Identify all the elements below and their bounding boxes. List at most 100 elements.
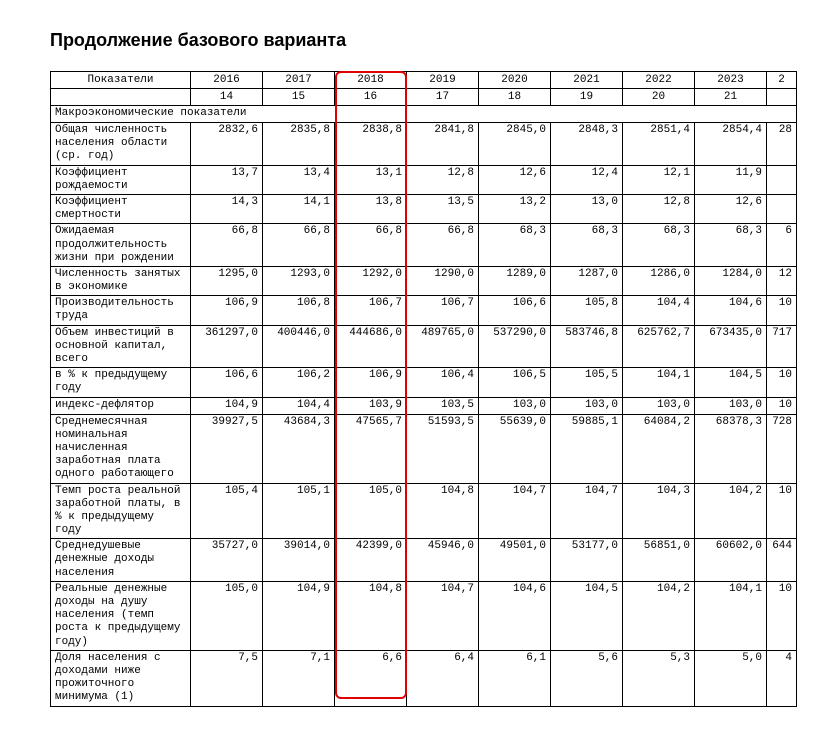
cell: 14,1 xyxy=(263,194,335,223)
cell-partial: 10 xyxy=(767,483,797,539)
row-label: Производительность труда xyxy=(51,296,191,325)
table-row: Доля населения с доходами ниже прожиточн… xyxy=(51,650,797,706)
cell: 55639,0 xyxy=(479,414,551,483)
cell: 583746,8 xyxy=(551,325,623,368)
cell: 104,9 xyxy=(263,581,335,650)
row-label: Коэффициент рождаемости xyxy=(51,165,191,194)
cell: 2851,4 xyxy=(623,123,695,166)
row-label: Среднемесячная номинальная начисленная з… xyxy=(51,414,191,483)
cell: 103,0 xyxy=(695,397,767,414)
header-colnum: 16 xyxy=(335,89,407,106)
cell: 68,3 xyxy=(479,224,551,267)
section-header: Макроэкономические показатели xyxy=(51,106,797,123)
cell: 625762,7 xyxy=(623,325,695,368)
row-label: Объем инвестиций в основной капитал, все… xyxy=(51,325,191,368)
cell: 5,0 xyxy=(695,650,767,706)
cell: 104,1 xyxy=(695,581,767,650)
cell: 106,5 xyxy=(479,368,551,397)
cell-partial xyxy=(767,194,797,223)
cell: 66,8 xyxy=(191,224,263,267)
cell: 43684,3 xyxy=(263,414,335,483)
header-colnum: 14 xyxy=(191,89,263,106)
cell: 444686,0 xyxy=(335,325,407,368)
cell: 1295,0 xyxy=(191,266,263,295)
header-year: 2019 xyxy=(407,72,479,89)
cell: 1289,0 xyxy=(479,266,551,295)
cell: 2845,0 xyxy=(479,123,551,166)
cell: 6,4 xyxy=(407,650,479,706)
cell-partial: 28 xyxy=(767,123,797,166)
cell: 104,4 xyxy=(623,296,695,325)
row-label: Коэффициент смертности xyxy=(51,194,191,223)
header-empty xyxy=(51,89,191,106)
cell: 12,4 xyxy=(551,165,623,194)
cell: 104,9 xyxy=(191,397,263,414)
cell: 39014,0 xyxy=(263,539,335,582)
cell: 66,8 xyxy=(407,224,479,267)
header-year: 2016 xyxy=(191,72,263,89)
cell: 2835,8 xyxy=(263,123,335,166)
header-year-partial: 2 xyxy=(767,72,797,89)
cell: 13,4 xyxy=(263,165,335,194)
cell: 103,9 xyxy=(335,397,407,414)
cell: 1284,0 xyxy=(695,266,767,295)
cell: 106,2 xyxy=(263,368,335,397)
cell: 13,1 xyxy=(335,165,407,194)
cell: 106,7 xyxy=(335,296,407,325)
table-row: Среднемесячная номинальная начисленная з… xyxy=(51,414,797,483)
header-empty xyxy=(767,89,797,106)
cell: 673435,0 xyxy=(695,325,767,368)
cell: 66,8 xyxy=(263,224,335,267)
cell-partial: 717 xyxy=(767,325,797,368)
cell: 104,5 xyxy=(551,581,623,650)
table-row: индекс-дефлятор104,9104,4103,9103,5103,0… xyxy=(51,397,797,414)
cell: 104,6 xyxy=(695,296,767,325)
table-row: Производительность труда106,9106,8106,71… xyxy=(51,296,797,325)
row-label: Ожидаемая продолжительность жизни при ро… xyxy=(51,224,191,267)
cell: 59885,1 xyxy=(551,414,623,483)
cell: 66,8 xyxy=(335,224,407,267)
table-row: Численность занятых в экономике1295,0129… xyxy=(51,266,797,295)
cell: 104,6 xyxy=(479,581,551,650)
cell: 537290,0 xyxy=(479,325,551,368)
cell: 104,8 xyxy=(407,483,479,539)
table-row: Темп роста реальной заработной платы, в … xyxy=(51,483,797,539)
cell: 103,0 xyxy=(551,397,623,414)
header-colnum: 17 xyxy=(407,89,479,106)
cell: 1293,0 xyxy=(263,266,335,295)
cell: 105,0 xyxy=(335,483,407,539)
cell-partial: 12 xyxy=(767,266,797,295)
cell: 13,7 xyxy=(191,165,263,194)
cell: 13,0 xyxy=(551,194,623,223)
header-year: 2021 xyxy=(551,72,623,89)
cell: 7,1 xyxy=(263,650,335,706)
row-label: Среднедушевые денежные доходы населения xyxy=(51,539,191,582)
header-label: Показатели xyxy=(51,72,191,89)
cell: 68378,3 xyxy=(695,414,767,483)
cell: 106,9 xyxy=(191,296,263,325)
cell: 104,8 xyxy=(335,581,407,650)
cell: 13,5 xyxy=(407,194,479,223)
cell: 2838,8 xyxy=(335,123,407,166)
cell: 49501,0 xyxy=(479,539,551,582)
cell: 2848,3 xyxy=(551,123,623,166)
row-label: Реальные денежные доходы на душу населен… xyxy=(51,581,191,650)
header-colnum: 20 xyxy=(623,89,695,106)
cell: 60602,0 xyxy=(695,539,767,582)
cell: 103,0 xyxy=(623,397,695,414)
cell: 1286,0 xyxy=(623,266,695,295)
header-colnum: 18 xyxy=(479,89,551,106)
cell: 106,7 xyxy=(407,296,479,325)
cell-partial xyxy=(767,165,797,194)
header-year: 2020 xyxy=(479,72,551,89)
cell: 104,7 xyxy=(551,483,623,539)
cell: 1290,0 xyxy=(407,266,479,295)
row-label: в % к предыдущему году xyxy=(51,368,191,397)
cell: 104,4 xyxy=(263,397,335,414)
row-label: Общая численность населения области (ср.… xyxy=(51,123,191,166)
cell: 361297,0 xyxy=(191,325,263,368)
cell-partial: 644 xyxy=(767,539,797,582)
cell: 68,3 xyxy=(623,224,695,267)
header-row-years: Показатели 2016 2017 2018 2019 2020 2021… xyxy=(51,72,797,89)
table-row: Коэффициент смертности14,314,113,813,513… xyxy=(51,194,797,223)
